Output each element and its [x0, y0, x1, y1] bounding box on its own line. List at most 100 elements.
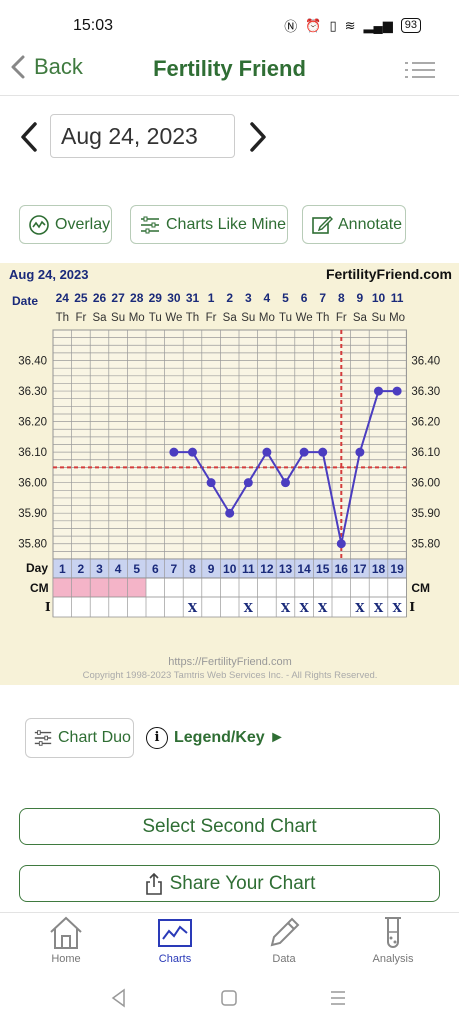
cycle-day-label: 1	[59, 562, 66, 576]
cycle-day-label: 11	[242, 562, 255, 576]
temperature-point	[262, 447, 272, 457]
date-tick-label: 31	[186, 291, 200, 305]
date-tick-label: 28	[130, 291, 144, 305]
tab-data[interactable]: Data	[239, 915, 329, 965]
intercourse-mark: X	[188, 601, 198, 615]
cm-cell	[53, 578, 72, 597]
cycle-day-label: 17	[353, 562, 367, 576]
share-chart-button[interactable]: Share Your Chart	[19, 865, 440, 902]
weekday-tick-label: Th	[56, 312, 69, 324]
date-field[interactable]: Aug 24, 2023	[50, 114, 235, 158]
date-tick-label: 4	[264, 291, 271, 305]
date-header: 24Th25Fr26Sa27Su28Mo29Tu30We31Th1Fr2Sa3S…	[56, 291, 406, 324]
weekday-tick-label: Mo	[259, 312, 275, 324]
cycle-day-label: 9	[208, 562, 215, 576]
temperature-point	[243, 478, 253, 488]
cycle-day-label: 16	[335, 562, 349, 576]
chart-grid	[52, 329, 407, 617]
previous-day-button[interactable]	[18, 120, 40, 154]
alarm-icon: ⏰	[305, 17, 322, 33]
vibrate-icon: ▯	[329, 17, 337, 33]
cycle-day-label: 2	[78, 562, 85, 576]
tab-home[interactable]: Home	[21, 915, 111, 965]
chart-title: Aug 24, 2023	[9, 267, 89, 282]
date-tick-label: 2	[226, 291, 233, 305]
menu-icon[interactable]	[405, 60, 435, 80]
intercourse-mark: X	[299, 601, 309, 615]
cycle-day-label: 5	[133, 562, 140, 576]
legend-key-label: Legend/Key ►	[174, 729, 285, 746]
intercourse-label: I	[45, 600, 51, 614]
chart-duo-button[interactable]: Chart Duo	[25, 718, 134, 758]
chart-site: FertilityFriend.com	[326, 266, 452, 282]
select-second-chart-button[interactable]: Select Second Chart	[19, 808, 440, 845]
intercourse-mark: X	[374, 601, 384, 615]
legend-key-link[interactable]: i Legend/Key ►	[146, 727, 285, 749]
weekday-tick-label: Tu	[149, 312, 162, 324]
charts-like-mine-label: Charts Like Mine	[166, 215, 287, 233]
tab-home-label: Home	[51, 953, 81, 965]
y-tick-label-right: 35.80	[411, 539, 440, 551]
intercourse-mark: X	[244, 601, 254, 615]
next-day-button[interactable]	[247, 120, 269, 154]
tab-analysis[interactable]: Analysis	[348, 915, 438, 965]
fertility-chart: Aug 24, 2023 FertilityFriend.com Date 24…	[0, 263, 459, 685]
status-time: 15:03	[73, 17, 114, 34]
temperature-point	[336, 539, 346, 549]
cycle-rows: 1 2 3 4 5 6 7 8 9 10 11 12 13 14 15 16 17 18 19X X X X X X X XDay…	[26, 558, 430, 618]
y-tick-label: 35.80	[18, 539, 47, 551]
footer-url: https://FertilityFriend.com	[168, 656, 291, 668]
cm-cell	[127, 578, 146, 597]
overlay-icon	[29, 214, 49, 235]
reference-lines	[53, 330, 407, 559]
date-tick-label: 29	[149, 291, 163, 305]
date-tick-label: 5	[282, 291, 289, 305]
date-tick-label: 27	[111, 291, 125, 305]
date-tick-label: 25	[74, 291, 88, 305]
date-tick-label: 1	[208, 291, 215, 305]
chevron-left-icon	[11, 55, 25, 79]
back-button[interactable]: Back	[10, 54, 83, 80]
y-tick-label-right: 36.30	[411, 386, 440, 398]
weekday-tick-label: Fr	[336, 312, 347, 324]
status-bar: 15:03 Ⓝ ⏰ ▯ ≋ ▂▄▆ 93	[0, 0, 459, 52]
date-tick-label: 3	[245, 291, 252, 305]
date-tick-label: 26	[93, 291, 107, 305]
date-tick-label: 6	[301, 291, 308, 305]
top-nav: Back Fertility Friend	[0, 52, 459, 96]
tab-charts[interactable]: Charts	[130, 915, 220, 965]
y-tick-label-right: 35.90	[411, 508, 440, 520]
cm-cell	[71, 578, 91, 597]
intercourse-mark: X	[318, 601, 328, 615]
y-tick-labels: 36.40 36.40 36.30 36.30 36.20 36.20 36.10 36.10…	[18, 356, 440, 551]
overlay-button[interactable]: Overlay	[19, 205, 112, 244]
cm-label: CM	[30, 581, 49, 595]
weekday-tick-label: Sa	[353, 312, 368, 324]
weekday-tick-label: Mo	[389, 312, 405, 324]
y-tick-label: 36.10	[18, 447, 47, 459]
signal-icon: ▂▄▆	[363, 17, 393, 33]
system-back-icon[interactable]	[107, 986, 131, 1010]
charts-like-mine-button[interactable]: Charts Like Mine	[130, 205, 288, 244]
intercourse-mark: X	[355, 601, 365, 615]
annotate-button[interactable]: Annotate	[302, 205, 406, 244]
system-recents-icon[interactable]	[326, 986, 350, 1010]
battery-indicator: 93	[400, 18, 421, 33]
y-tick-label-right: 36.00	[411, 478, 440, 490]
cycle-day-label: 15	[316, 562, 330, 576]
share-icon	[145, 872, 162, 895]
sliders-icon	[141, 216, 159, 233]
system-home-icon[interactable]	[217, 986, 241, 1010]
cycle-day-label: 4	[115, 562, 122, 576]
bottom-tab-bar: Home Charts Data Analysis	[0, 912, 459, 974]
cycle-day-label: 3	[96, 562, 103, 576]
chart-svg: Aug 24, 2023 FertilityFriend.com Date 24…	[9, 266, 452, 681]
y-tick-label: 36.00	[18, 478, 47, 490]
sliders-icon	[34, 730, 52, 746]
temperature-point	[281, 478, 290, 488]
date-tick-label: 11	[391, 291, 404, 305]
cycle-day-label: 6	[152, 562, 159, 576]
chart-duo-label: Chart Duo	[58, 729, 131, 746]
wifi-icon: ≋	[344, 17, 356, 33]
tab-analysis-label: Analysis	[372, 953, 414, 965]
